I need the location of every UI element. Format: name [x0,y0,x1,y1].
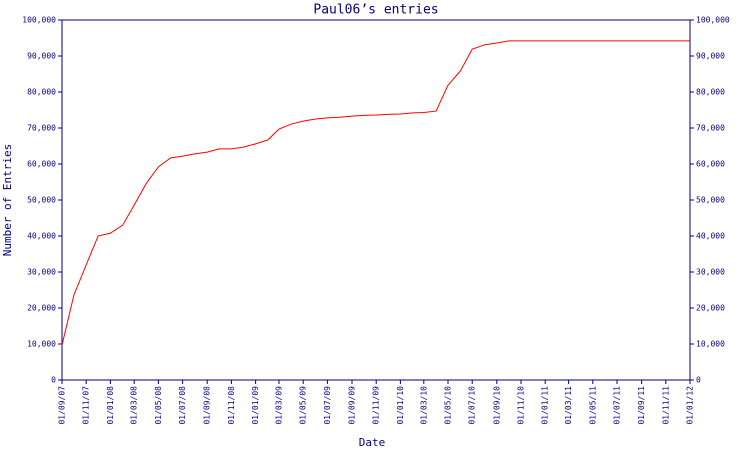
y-tick-label: 80,000 [27,88,56,97]
y-tick-label: 70,000 [27,124,56,133]
x-tick-label: 01/07/09 [323,386,332,425]
series-line [61,40,690,346]
x-tick-label: 01/09/07 [58,386,67,425]
y2-tick-label: 0 [696,376,701,385]
x-tick-label: 01/11/07 [82,386,91,425]
x-tick-label: 01/09/08 [203,386,212,425]
y-tick-label: 60,000 [27,160,56,169]
x-tick-label: 01/05/08 [154,386,163,425]
y-tick-label: 90,000 [27,52,56,61]
x-tick-label: 01/07/08 [178,386,187,425]
x-tick-label: 01/11/10 [516,386,525,425]
x-tick-label: 01/07/10 [468,386,477,425]
y2-tick-label: 50,000 [696,196,725,205]
x-axis-label: Date [359,436,386,449]
x-tick-label: 01/11/09 [372,386,381,425]
plot-frame [61,19,691,381]
y2-tick-label: 100,000 [696,16,730,25]
y-tick-label: 0 [51,376,56,385]
x-tick-label: 01/11/08 [227,386,236,425]
y2-tick-label: 90,000 [696,52,725,61]
x-tick-label: 01/01/10 [396,386,405,425]
y2-tick-label: 70,000 [696,124,725,133]
x-tick-label: 01/01/09 [251,386,260,425]
y2-tick-label: 80,000 [696,88,725,97]
x-tick-label: 01/05/11 [588,386,597,425]
x-tick-label: 01/07/11 [613,386,622,425]
y-tick-label: 10,000 [27,340,56,349]
x-tick-label: 01/03/11 [564,386,573,425]
y2-tick-label: 40,000 [696,232,725,241]
y2-tick-label: 60,000 [696,160,725,169]
x-tick-label: 01/01/08 [106,386,115,425]
x-tick-label: 01/01/11 [541,386,550,425]
x-tick-label: 01/05/10 [444,386,453,425]
y-tick-label: 100,000 [22,16,56,25]
y-tick-label: 30,000 [27,268,56,277]
y2-tick-label: 30,000 [696,268,725,277]
x-tick-label: 01/09/10 [492,386,501,425]
y-tick-label: 50,000 [27,196,56,205]
y-tick-label: 40,000 [27,232,56,241]
x-tick-label: 01/11/11 [661,386,670,425]
y-axis-label: Number of Entries [1,144,14,257]
y2-tick-label: 20,000 [696,304,725,313]
x-tick-label: 01/03/08 [130,386,139,425]
x-tick-label: 01/09/11 [637,386,646,425]
y2-tick-label: 10,000 [696,340,725,349]
y-tick-label: 20,000 [27,304,56,313]
x-tick-label: 01/05/09 [299,386,308,425]
chart-title: Paul06’s entries [313,3,438,18]
x-tick-label: 01/09/09 [347,386,356,425]
x-tick-label: 01/03/09 [275,386,284,425]
x-tick-label: 01/01/12 [686,386,695,425]
x-tick-label: 01/03/10 [419,386,428,425]
